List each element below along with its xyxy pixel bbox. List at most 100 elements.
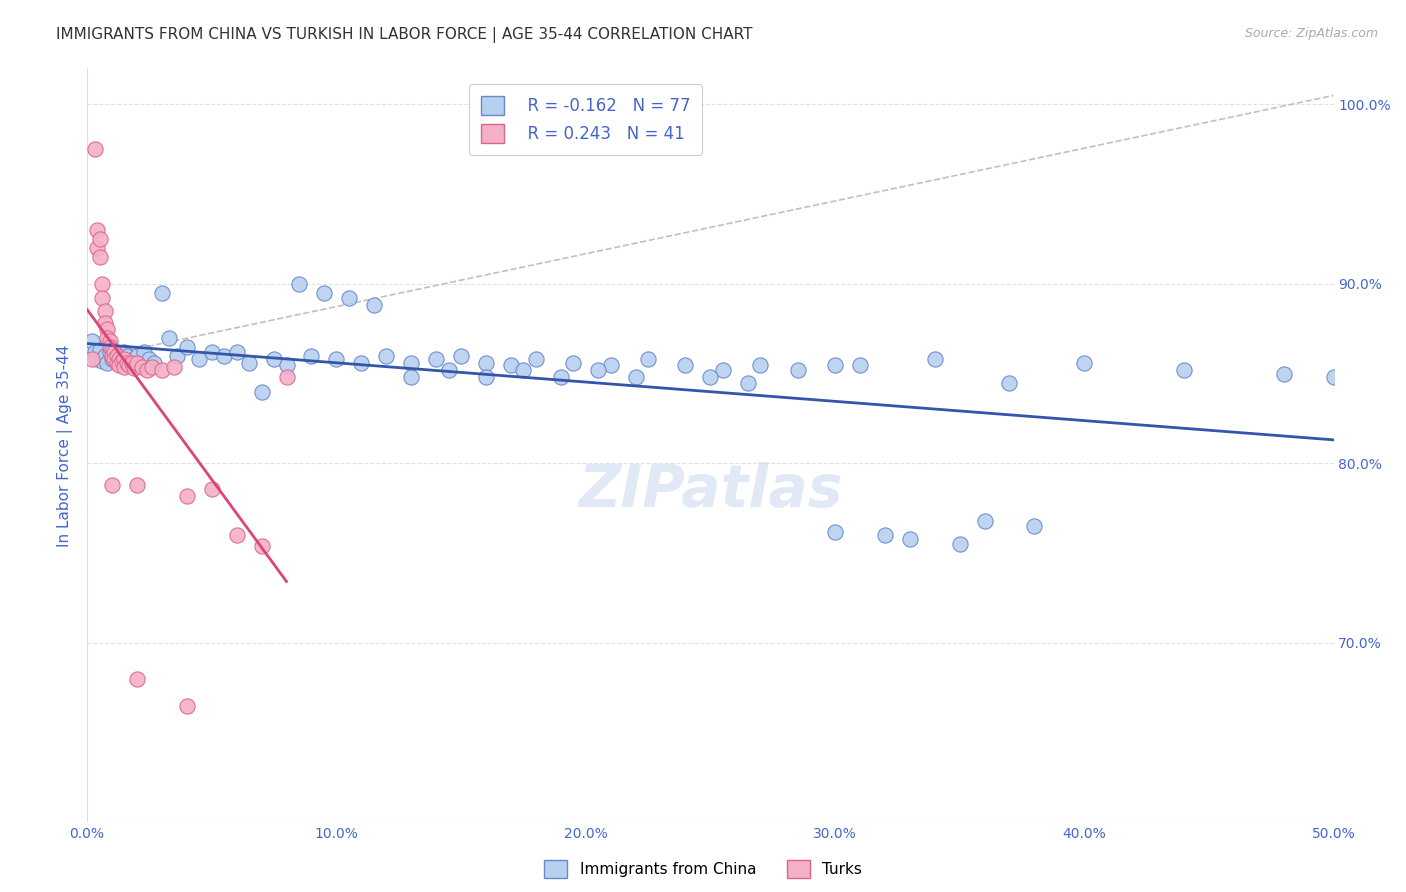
Point bbox=[101, 478, 124, 492]
Point bbox=[101, 343, 124, 358]
Point bbox=[114, 345, 136, 359]
Point bbox=[143, 356, 166, 370]
Point bbox=[599, 358, 621, 372]
Point bbox=[89, 232, 111, 246]
Legend: Immigrants from China, Turks: Immigrants from China, Turks bbox=[538, 854, 868, 884]
Point bbox=[115, 349, 138, 363]
Point bbox=[948, 537, 970, 551]
Point bbox=[201, 345, 224, 359]
Point bbox=[128, 356, 150, 370]
Point bbox=[103, 345, 125, 359]
Point bbox=[924, 352, 946, 367]
Point bbox=[80, 352, 103, 367]
Point bbox=[105, 356, 128, 370]
Text: ZIPatlas: ZIPatlas bbox=[578, 462, 842, 519]
Point bbox=[138, 352, 160, 367]
Point bbox=[118, 358, 141, 372]
Point bbox=[475, 356, 498, 370]
Point bbox=[263, 352, 285, 367]
Point bbox=[124, 352, 146, 367]
Point bbox=[475, 370, 498, 384]
Point bbox=[225, 345, 247, 359]
Point bbox=[125, 672, 148, 686]
Point bbox=[824, 358, 846, 372]
Point bbox=[98, 334, 121, 349]
Point bbox=[624, 370, 647, 384]
Point bbox=[350, 356, 373, 370]
Point bbox=[105, 356, 128, 370]
Point bbox=[1073, 356, 1095, 370]
Point bbox=[212, 349, 235, 363]
Point bbox=[238, 356, 260, 370]
Point bbox=[276, 370, 298, 384]
Text: IMMIGRANTS FROM CHINA VS TURKISH IN LABOR FORCE | AGE 35-44 CORRELATION CHART: IMMIGRANTS FROM CHINA VS TURKISH IN LABO… bbox=[56, 27, 752, 43]
Point bbox=[1272, 367, 1295, 381]
Point bbox=[141, 359, 163, 374]
Point bbox=[524, 352, 547, 367]
Point bbox=[114, 352, 136, 367]
Legend:   R = -0.162   N = 77,   R = 0.243   N = 41: R = -0.162 N = 77, R = 0.243 N = 41 bbox=[468, 85, 703, 154]
Point bbox=[96, 356, 118, 370]
Point bbox=[150, 363, 173, 377]
Point bbox=[176, 489, 198, 503]
Point bbox=[91, 354, 114, 368]
Point bbox=[108, 349, 131, 363]
Point bbox=[425, 352, 447, 367]
Point bbox=[250, 539, 273, 553]
Point bbox=[325, 352, 347, 367]
Point bbox=[1322, 370, 1344, 384]
Point bbox=[114, 359, 136, 374]
Point bbox=[105, 349, 128, 363]
Point bbox=[118, 356, 141, 370]
Point bbox=[83, 142, 105, 156]
Point bbox=[134, 345, 156, 359]
Point bbox=[586, 363, 609, 377]
Point bbox=[637, 352, 659, 367]
Point bbox=[103, 349, 125, 363]
Point bbox=[299, 349, 322, 363]
Point bbox=[998, 376, 1021, 390]
Point bbox=[363, 298, 385, 312]
Point bbox=[91, 277, 114, 291]
Point bbox=[91, 291, 114, 305]
Point bbox=[166, 349, 188, 363]
Point bbox=[973, 514, 995, 528]
Point bbox=[96, 331, 118, 345]
Point bbox=[512, 363, 534, 377]
Point bbox=[98, 345, 121, 359]
Point bbox=[111, 352, 134, 367]
Text: Source: ZipAtlas.com: Source: ZipAtlas.com bbox=[1244, 27, 1378, 40]
Point bbox=[873, 528, 896, 542]
Point bbox=[96, 322, 118, 336]
Point bbox=[737, 376, 759, 390]
Point bbox=[89, 343, 111, 358]
Point bbox=[1173, 363, 1195, 377]
Point bbox=[86, 223, 108, 237]
Point bbox=[849, 358, 872, 372]
Point bbox=[93, 349, 115, 363]
Point bbox=[288, 277, 311, 291]
Point bbox=[898, 532, 921, 546]
Point bbox=[115, 356, 138, 370]
Point bbox=[450, 349, 472, 363]
Point bbox=[699, 370, 721, 384]
Point bbox=[108, 352, 131, 367]
Point bbox=[86, 352, 108, 367]
Point bbox=[188, 352, 211, 367]
Point bbox=[131, 359, 153, 374]
Point bbox=[125, 356, 148, 370]
Point bbox=[80, 334, 103, 349]
Point bbox=[111, 354, 134, 368]
Point bbox=[108, 358, 131, 372]
Point bbox=[312, 285, 335, 300]
Point bbox=[550, 370, 572, 384]
Point bbox=[89, 250, 111, 264]
Point bbox=[786, 363, 808, 377]
Point bbox=[93, 317, 115, 331]
Point bbox=[125, 349, 148, 363]
Point bbox=[399, 356, 422, 370]
Point bbox=[176, 340, 198, 354]
Point bbox=[93, 303, 115, 318]
Point bbox=[103, 352, 125, 367]
Point bbox=[101, 352, 124, 367]
